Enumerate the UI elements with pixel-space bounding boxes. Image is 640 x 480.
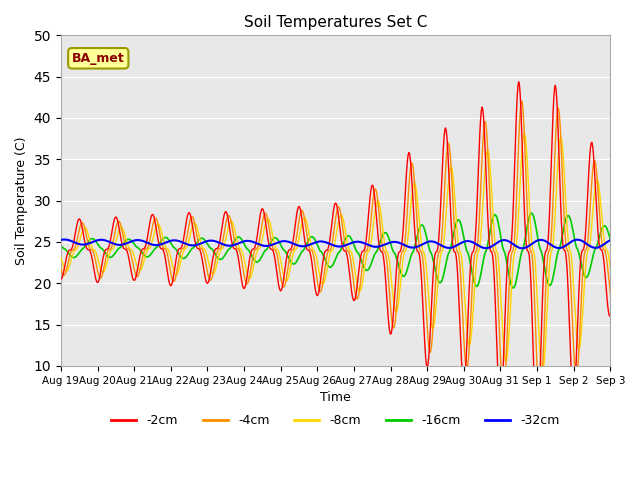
Legend: -2cm, -4cm, -8cm, -16cm, -32cm: -2cm, -4cm, -8cm, -16cm, -32cm [106, 409, 564, 432]
X-axis label: Time: Time [320, 391, 351, 404]
Title: Soil Temperatures Set C: Soil Temperatures Set C [244, 15, 428, 30]
Y-axis label: Soil Temperature (C): Soil Temperature (C) [15, 136, 28, 265]
Text: BA_met: BA_met [72, 52, 125, 65]
